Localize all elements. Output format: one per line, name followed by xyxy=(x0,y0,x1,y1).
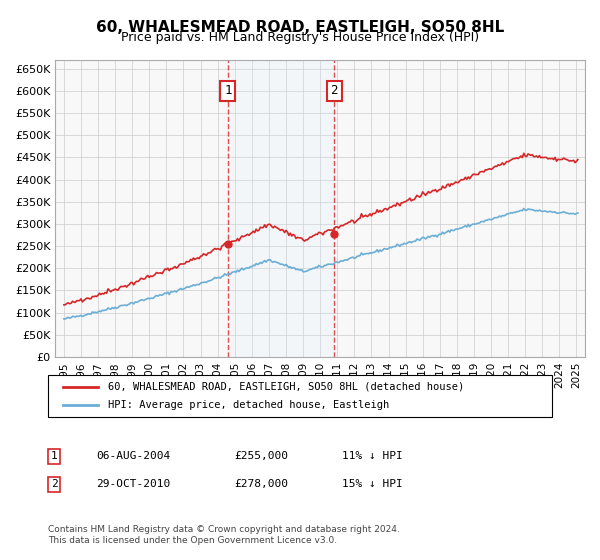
FancyBboxPatch shape xyxy=(48,375,552,417)
Text: 11% ↓ HPI: 11% ↓ HPI xyxy=(342,451,403,461)
Text: 1: 1 xyxy=(50,451,58,461)
Text: HPI: Average price, detached house, Eastleigh: HPI: Average price, detached house, East… xyxy=(109,400,390,410)
Text: 29-OCT-2010: 29-OCT-2010 xyxy=(96,479,170,489)
Text: 60, WHALESMEAD ROAD, EASTLEIGH, SO50 8HL (detached house): 60, WHALESMEAD ROAD, EASTLEIGH, SO50 8HL… xyxy=(109,382,465,392)
Text: £278,000: £278,000 xyxy=(234,479,288,489)
Text: 15% ↓ HPI: 15% ↓ HPI xyxy=(342,479,403,489)
Text: Price paid vs. HM Land Registry's House Price Index (HPI): Price paid vs. HM Land Registry's House … xyxy=(121,31,479,44)
Text: Contains HM Land Registry data © Crown copyright and database right 2024.: Contains HM Land Registry data © Crown c… xyxy=(48,525,400,534)
Text: £255,000: £255,000 xyxy=(234,451,288,461)
Text: 06-AUG-2004: 06-AUG-2004 xyxy=(96,451,170,461)
Bar xyxy=(228,60,334,357)
Text: 2: 2 xyxy=(331,85,338,97)
Text: 1: 1 xyxy=(224,85,232,97)
Text: This data is licensed under the Open Government Licence v3.0.: This data is licensed under the Open Gov… xyxy=(48,536,337,545)
Text: 2: 2 xyxy=(50,479,58,489)
Text: 60, WHALESMEAD ROAD, EASTLEIGH, SO50 8HL: 60, WHALESMEAD ROAD, EASTLEIGH, SO50 8HL xyxy=(96,20,504,35)
